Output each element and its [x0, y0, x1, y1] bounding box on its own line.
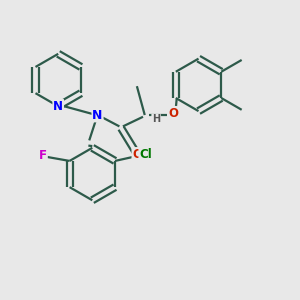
- Text: O: O: [132, 148, 142, 161]
- Text: N: N: [53, 100, 63, 113]
- Text: F: F: [39, 149, 47, 162]
- Text: N: N: [92, 109, 103, 122]
- Text: Cl: Cl: [139, 148, 152, 161]
- Text: H: H: [152, 114, 160, 124]
- Text: O: O: [169, 107, 178, 120]
